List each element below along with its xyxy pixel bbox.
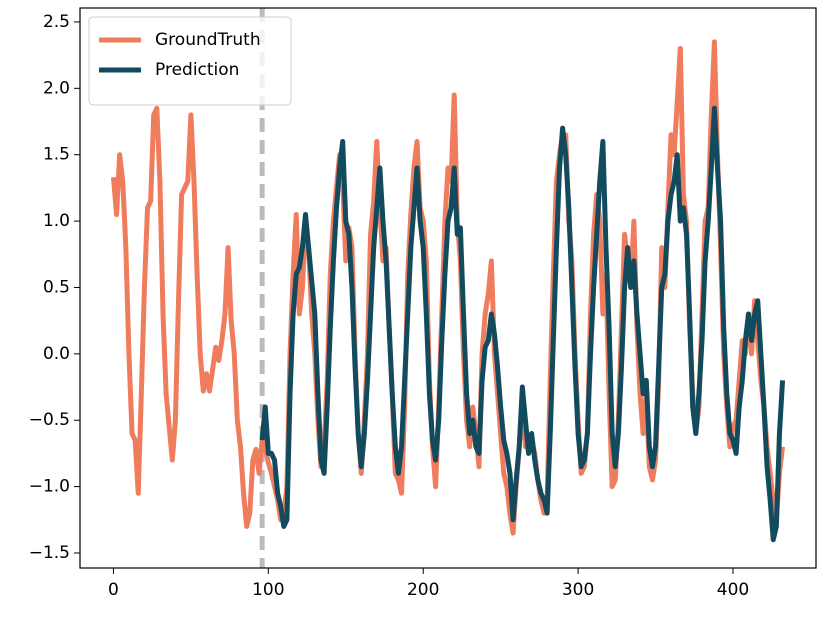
legend-label: Prediction — [155, 60, 239, 80]
x-tick-label: 100 — [252, 580, 284, 600]
plot-frame — [79, 7, 817, 569]
x-tick-label: 300 — [562, 580, 594, 600]
y-tick-label: 2.5 — [43, 12, 70, 32]
y-tick-label: 1.5 — [43, 145, 70, 165]
y-tick-label: 2.0 — [43, 78, 70, 98]
y-tick-label: 0.0 — [43, 344, 70, 364]
y-tick-label: 1.0 — [43, 211, 70, 231]
series-line — [259, 105, 786, 543]
series-line — [110, 39, 786, 536]
y-tick-label: −1.0 — [29, 477, 70, 497]
y-tick-label: −1.5 — [29, 543, 70, 563]
legend-label: GroundTruth — [155, 30, 261, 50]
y-tick-label: 0.5 — [43, 277, 70, 297]
x-tick-label: 400 — [717, 580, 749, 600]
x-tick-label: 0 — [108, 580, 119, 600]
x-tick-label: 200 — [407, 580, 439, 600]
y-tick-label: −0.5 — [29, 410, 70, 430]
